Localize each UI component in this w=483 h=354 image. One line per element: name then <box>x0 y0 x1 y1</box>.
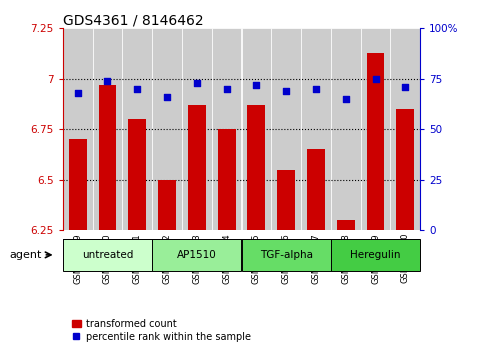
Bar <box>361 28 390 230</box>
Text: Heregulin: Heregulin <box>350 250 401 260</box>
Text: AP1510: AP1510 <box>177 250 217 260</box>
Text: TGF-alpha: TGF-alpha <box>260 250 313 260</box>
Bar <box>307 149 325 230</box>
Point <box>372 76 380 82</box>
Bar <box>390 28 420 230</box>
Bar <box>271 28 301 230</box>
Text: GDS4361 / 8146462: GDS4361 / 8146462 <box>63 13 203 27</box>
Bar <box>331 28 361 230</box>
Point <box>282 88 290 94</box>
Bar <box>69 139 86 230</box>
Bar <box>301 28 331 230</box>
Bar <box>367 52 384 230</box>
Bar <box>212 28 242 230</box>
Bar <box>242 239 331 271</box>
Point <box>342 96 350 102</box>
Point <box>253 82 260 88</box>
Bar <box>397 109 414 230</box>
Text: untreated: untreated <box>82 250 133 260</box>
Bar <box>158 179 176 230</box>
Bar <box>93 28 122 230</box>
Point <box>401 84 409 90</box>
Bar <box>337 220 355 230</box>
Point <box>104 78 112 84</box>
Bar <box>242 28 271 230</box>
Bar <box>331 239 420 271</box>
Bar <box>188 105 206 230</box>
Point <box>163 94 171 100</box>
Bar <box>152 28 182 230</box>
Bar <box>218 129 236 230</box>
Bar <box>182 28 212 230</box>
Bar <box>128 119 146 230</box>
Point <box>193 80 201 86</box>
Text: agent: agent <box>10 250 42 260</box>
Bar <box>63 28 93 230</box>
Point <box>312 86 320 92</box>
Bar <box>122 28 152 230</box>
Point <box>133 86 141 92</box>
Point <box>74 90 82 96</box>
Bar <box>152 239 242 271</box>
Bar <box>277 170 295 230</box>
Bar <box>99 85 116 230</box>
Point <box>223 86 230 92</box>
Bar <box>247 105 265 230</box>
Bar <box>63 239 152 271</box>
Legend: transformed count, percentile rank within the sample: transformed count, percentile rank withi… <box>68 315 255 346</box>
